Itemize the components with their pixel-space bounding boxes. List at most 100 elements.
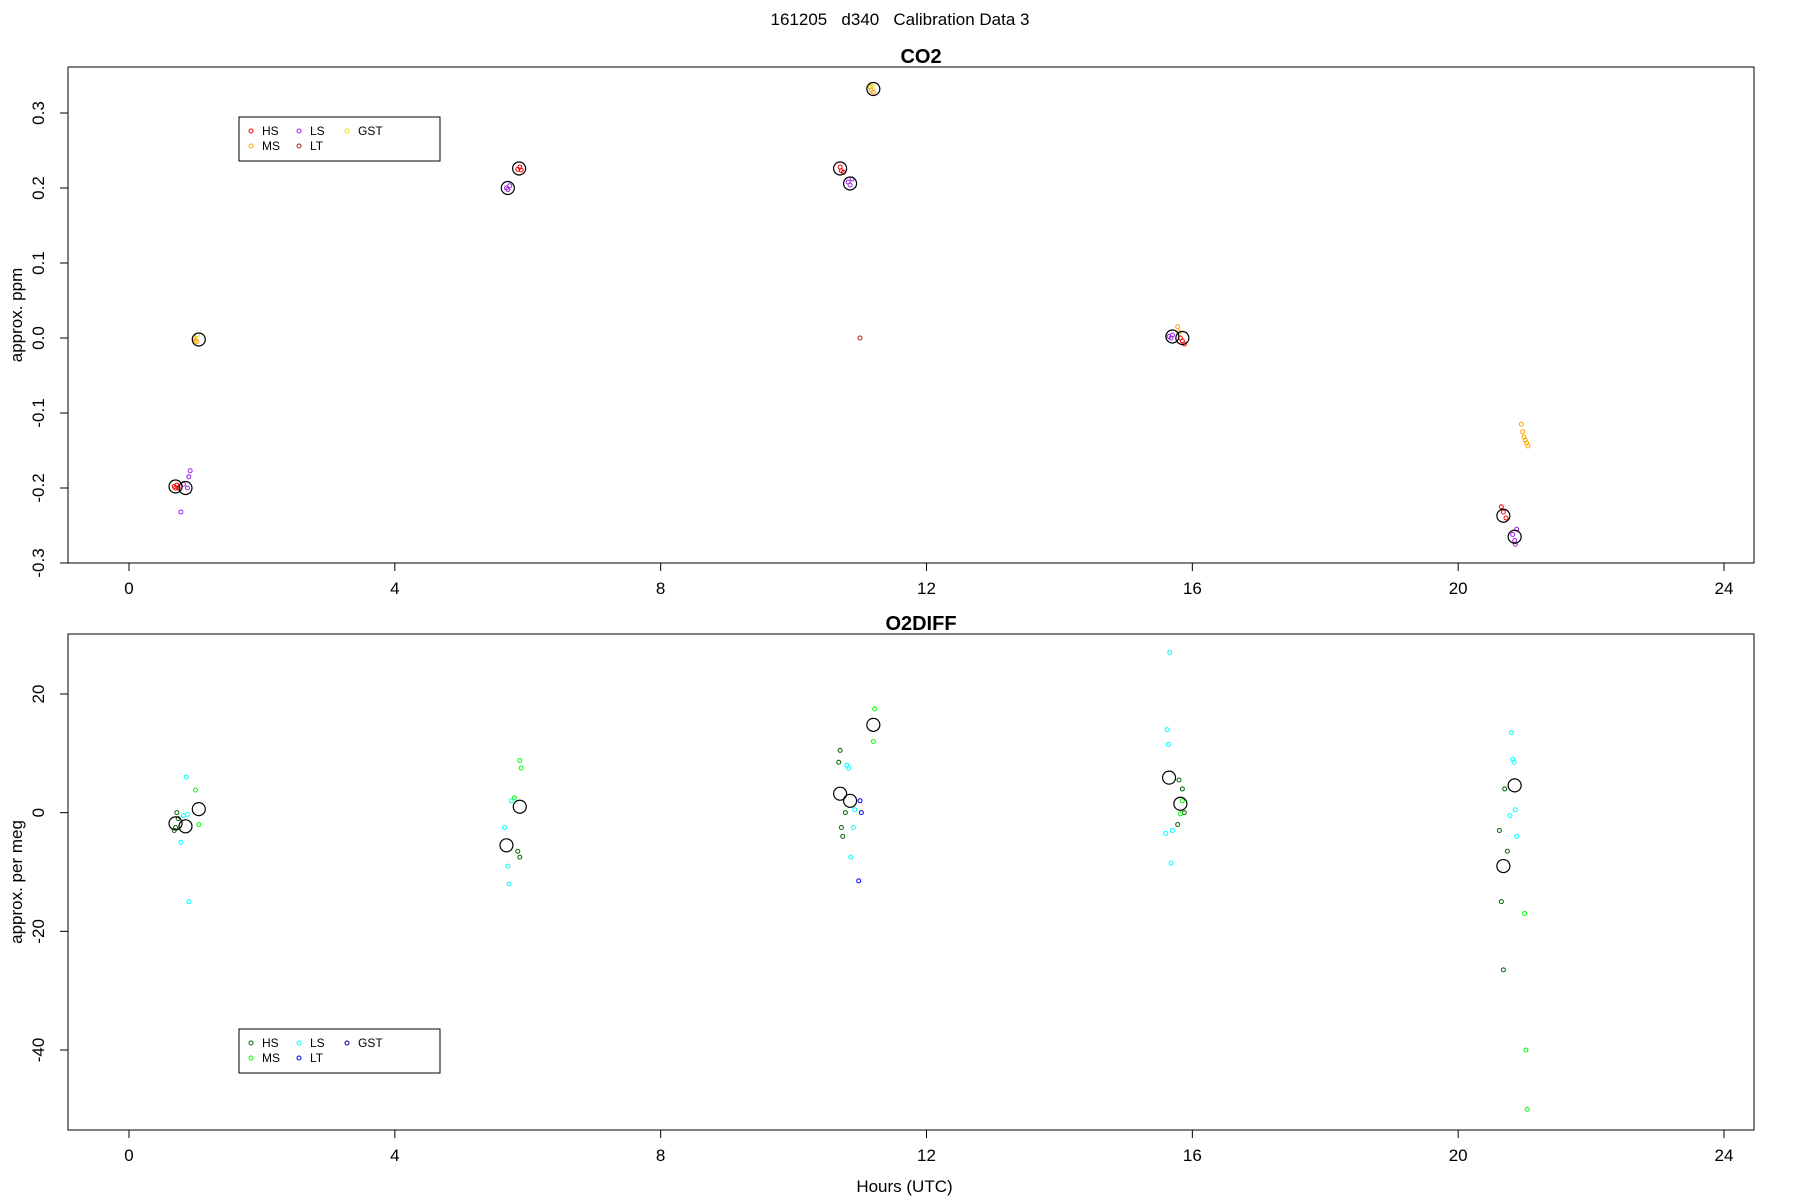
data-point [840,833,846,839]
mean-point [833,161,848,176]
data-point [1496,827,1502,833]
panel-co2: CO2 0 4 8 12 16 20 24 -0.3 -0.2 -0.1 0.0 0.1 0.2 0.3 ap… [7,46,1755,598]
legend-label: HS [262,124,279,138]
y-tick-label: -0.1 [29,398,48,427]
data-point [174,810,180,816]
data-point [505,863,511,869]
panel-title: CO2 [900,46,941,68]
legend-marker [248,128,254,134]
legend-label: HS [262,1036,279,1050]
series-hs [171,747,1510,973]
y-tick-label: 0.3 [29,101,48,125]
data-point [506,881,512,887]
x-tick-label: 8 [656,579,665,598]
mean-point [1496,508,1511,523]
data-point [1498,504,1504,510]
data-point [1176,777,1182,783]
legend-marker [296,143,302,149]
data-point [856,878,862,884]
data-point [505,187,511,192]
data-point [857,335,863,341]
series-ms [191,84,1531,449]
legend-marker [344,1040,350,1046]
data-point [1179,786,1185,792]
legend-label: GST [358,124,383,138]
data-point [184,811,190,817]
data-point [848,854,854,860]
mean-point [866,717,881,732]
legend-marker [296,1040,302,1046]
series-lt [857,335,863,341]
data-point [508,798,514,804]
data-point [178,839,184,845]
mean-point [1173,796,1188,811]
mean-point [500,180,515,196]
legend-marker [344,128,350,134]
x-tick-label: 4 [390,1146,399,1165]
data-point [1175,324,1181,330]
legend-box [238,116,441,162]
data-point [1512,807,1518,813]
data-point [852,807,858,813]
data-point [850,825,856,830]
data-point [846,765,852,771]
data-point [869,83,875,89]
legend-marker [248,1040,254,1046]
data-point [1512,541,1518,547]
data-point [1163,830,1169,836]
x-tick-label: 20 [1449,1146,1468,1165]
data-point [1168,860,1174,866]
legend-label: MS [262,1051,280,1065]
data-point [857,798,863,804]
mean-point [1175,330,1190,346]
mean-point [178,480,193,496]
data-point [517,757,523,763]
mean-point [833,786,848,801]
data-point [184,485,190,491]
legend-label: MS [262,139,280,153]
data-point [836,759,842,765]
data-point [501,825,507,830]
data-point [1514,833,1520,839]
data-point [1498,899,1504,905]
data-point [517,854,523,860]
series-hs [171,164,1509,521]
data-point [1520,429,1526,435]
data-point [1175,822,1181,828]
data-point [183,774,189,780]
series-mean [168,81,1522,544]
data-point [515,848,521,854]
panel-o2diff: O2DIFF 0 4 8 12 16 20 24 -40 -20 0 20 approx. per me… [7,613,1755,1196]
data-point [1510,532,1516,537]
x-tick-label: 4 [390,579,399,598]
y-axis-label: approx. ppm [7,268,26,363]
mean-point [842,176,858,191]
data-point [1500,509,1506,515]
legend-label: LS [310,124,325,138]
series-ls [178,649,1520,905]
y-tick-label: -0.3 [29,548,48,577]
y-axis-label: approx. per meg [7,820,26,944]
x-axis-label: Hours (UTC) [856,1177,952,1196]
data-point [870,738,876,744]
series-ms [192,706,1530,1112]
data-point [507,183,513,189]
x-tick-label: 16 [1183,579,1202,598]
x-tick-label: 12 [917,1146,936,1165]
data-point [1165,741,1171,747]
data-point [1523,1047,1529,1053]
data-point [858,810,864,816]
mean-point [1507,778,1522,793]
data-point [847,182,853,188]
data-point [1164,727,1170,733]
data-point [1507,813,1513,819]
mean-point [1161,770,1177,785]
data-point [1169,827,1175,833]
data-point [1503,515,1509,521]
data-point [838,825,844,830]
mean-point [512,799,527,814]
mean-point [1507,529,1522,544]
data-point [870,89,876,95]
